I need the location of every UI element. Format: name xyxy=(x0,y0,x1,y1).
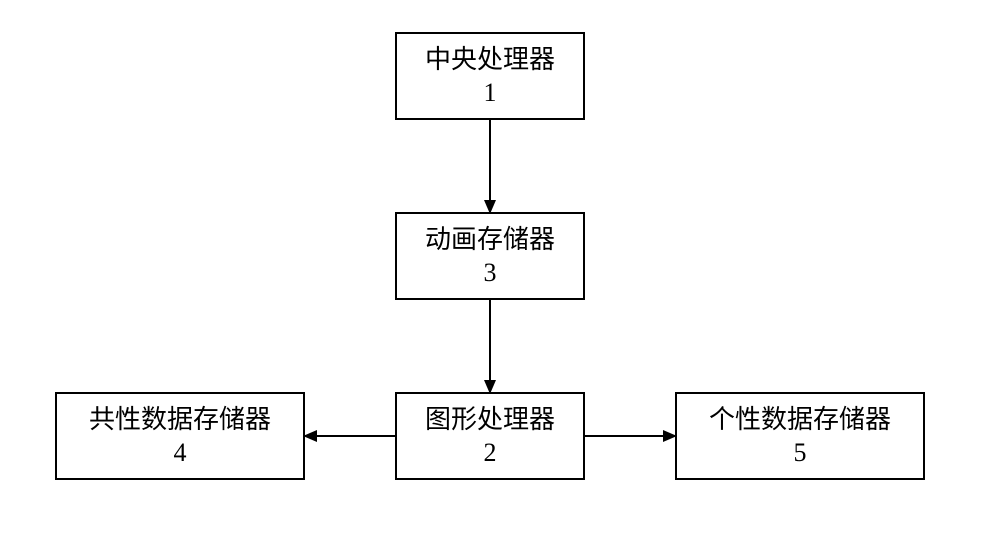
node-common-mem-label: 共性数据存储器 xyxy=(89,404,271,435)
node-anim-mem-num: 3 xyxy=(484,257,497,288)
node-indiv-mem-num: 5 xyxy=(794,437,807,468)
node-common-mem-num: 4 xyxy=(174,437,187,468)
node-gpu-label: 图形处理器 xyxy=(425,404,555,435)
node-indiv-mem: 个性数据存储器 5 xyxy=(675,392,925,480)
node-anim-mem: 动画存储器 3 xyxy=(395,212,585,300)
node-common-mem: 共性数据存储器 4 xyxy=(55,392,305,480)
node-gpu: 图形处理器 2 xyxy=(395,392,585,480)
node-cpu-num: 1 xyxy=(484,77,497,108)
node-cpu-label: 中央处理器 xyxy=(425,44,555,75)
node-gpu-num: 2 xyxy=(484,437,497,468)
node-cpu: 中央处理器 1 xyxy=(395,32,585,120)
node-indiv-mem-label: 个性数据存储器 xyxy=(709,404,891,435)
node-anim-mem-label: 动画存储器 xyxy=(425,224,555,255)
